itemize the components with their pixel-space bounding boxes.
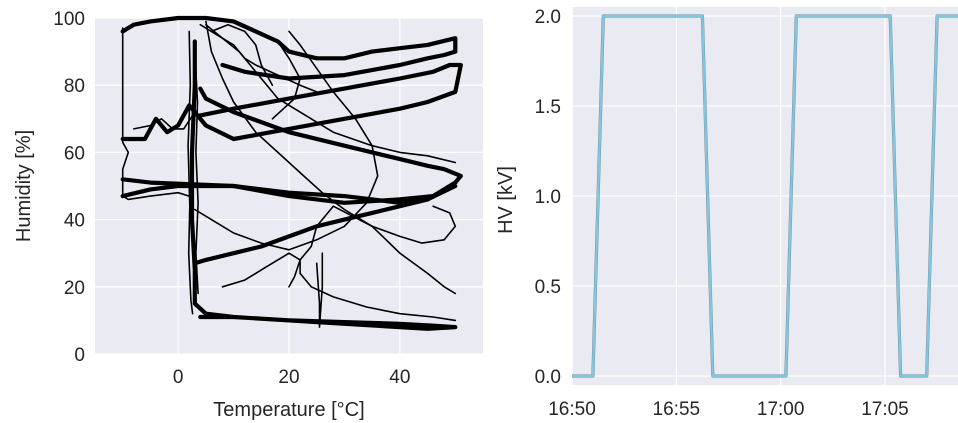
- y-tick-label: 0.0: [535, 367, 561, 388]
- series-group: [120, 15, 463, 331]
- x-tick-label: 16:50: [548, 399, 596, 420]
- series-line-6: [288, 205, 457, 295]
- x-axis-label: Temperature [°C]: [213, 399, 364, 421]
- x-tick-label: 17:00: [757, 399, 805, 420]
- series-line-0: [120, 62, 463, 142]
- y-tick-label: 0: [74, 345, 85, 366]
- series-line-3: [120, 15, 458, 81]
- humidity-vs-temperature-chart: 0 20 40 0 20 40 60 80 100 Temperature [°C] Humid…: [13, 9, 483, 421]
- series-line-11: [221, 252, 457, 322]
- x-tick-label: 20: [278, 367, 299, 388]
- x-tick-label: 40: [389, 367, 410, 388]
- tick-labels: 0 20 40 0 20 40 60 80 100: [53, 9, 410, 388]
- series-line-7: [121, 27, 190, 201]
- hv-series-line-1: [572, 14, 958, 378]
- series-line-15: [187, 30, 194, 315]
- series-line-9: [194, 30, 379, 251]
- x-tick-label: 0: [173, 367, 184, 388]
- y-tick-label: 60: [64, 143, 85, 164]
- y-tick-label: 80: [64, 76, 85, 97]
- series-line-17: [210, 23, 274, 86]
- series-line-13: [199, 23, 318, 93]
- y-tick-label: 20: [64, 278, 85, 299]
- series-line-12: [133, 111, 196, 130]
- series-group: [572, 14, 958, 378]
- series-line-2: [120, 177, 458, 266]
- y-tick-label: 1.5: [535, 97, 561, 118]
- y-axis-label: Humidity [%]: [13, 130, 35, 242]
- grid: [95, 17, 483, 355]
- series-line-5: [205, 20, 457, 244]
- y-tick-label: 0.5: [535, 277, 561, 298]
- y-axis-label: HV [kV]: [495, 166, 517, 234]
- y-tick-label: 40: [64, 211, 85, 232]
- y-tick-label: 2.0: [535, 7, 561, 28]
- series-line-10: [271, 40, 301, 120]
- series-line-16: [315, 252, 324, 328]
- x-tick-label: 16:55: [653, 399, 701, 420]
- x-tick-label: 17:05: [861, 399, 909, 420]
- hv-vs-time-chart: 16:50 16:55 17:00 17:05 0.0 0.5 1.0 1.5 2.0 HV […: [495, 7, 958, 420]
- series-line-4: [189, 39, 458, 331]
- y-tick-label: 1.0: [535, 187, 561, 208]
- y-tick-label: 100: [53, 9, 85, 30]
- tick-labels: 16:50 16:55 17:00 17:05 0.0 0.5 1.0 1.5 2.0: [535, 7, 909, 420]
- series-line-14: [194, 50, 199, 295]
